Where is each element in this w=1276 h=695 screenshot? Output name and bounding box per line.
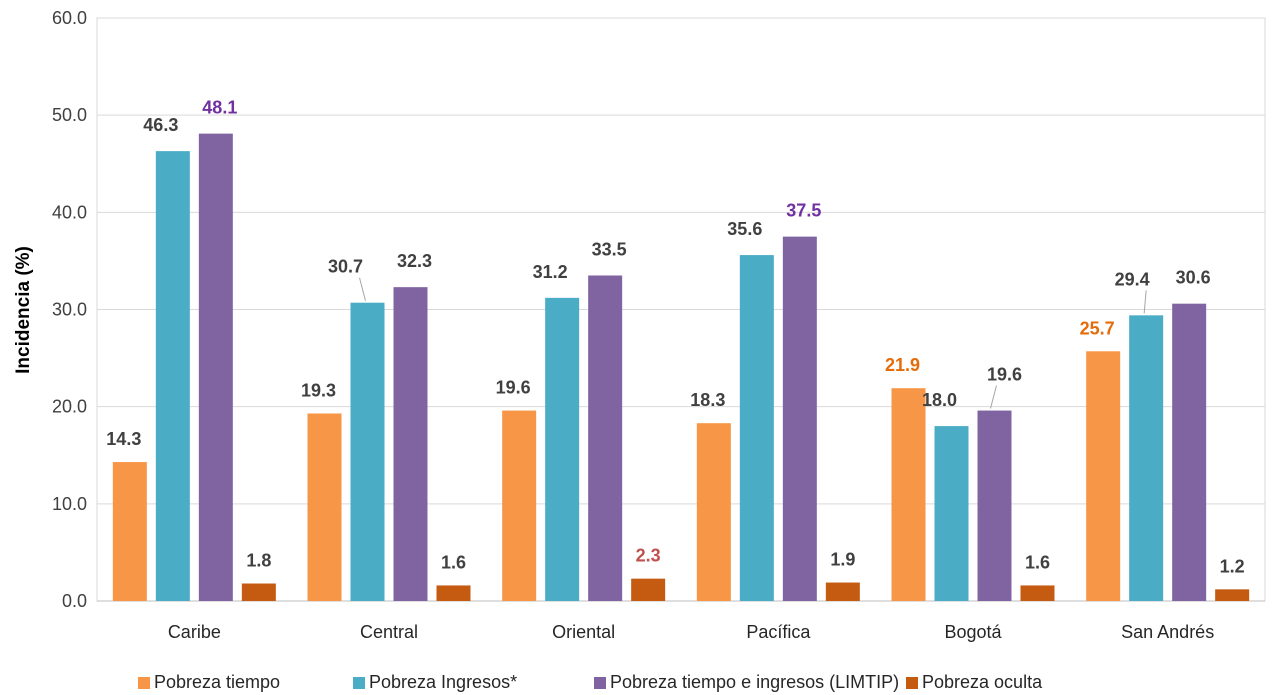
x-category-label: Caribe xyxy=(168,622,221,642)
data-label-1-4: 18.0 xyxy=(922,390,957,410)
bar-0-0 xyxy=(112,462,147,601)
bar-2-4 xyxy=(977,410,1012,601)
y-tick-label: 40.0 xyxy=(52,202,87,222)
data-label-0-3: 18.3 xyxy=(690,390,725,410)
legend-swatch xyxy=(138,677,150,689)
leader-lines xyxy=(359,277,1147,409)
data-label-1-2: 31.2 xyxy=(533,262,568,282)
x-category-label: Pacífica xyxy=(746,622,811,642)
bar-1-5 xyxy=(1129,315,1164,601)
data-label-1-0: 46.3 xyxy=(143,115,178,135)
data-label-2-3: 37.5 xyxy=(786,201,821,221)
bar-1-2 xyxy=(545,297,580,601)
data-label-3-0: 1.8 xyxy=(246,551,271,571)
data-label-3-3: 1.9 xyxy=(830,550,855,570)
data-label-2-2: 33.5 xyxy=(592,239,627,259)
data-label-2-5: 30.6 xyxy=(1176,268,1211,288)
legend-swatch xyxy=(594,677,606,689)
y-tick-label: 20.0 xyxy=(52,397,87,417)
data-label-1-3: 35.6 xyxy=(727,219,762,239)
bar-3-4 xyxy=(1020,585,1055,601)
x-category-label: Central xyxy=(360,622,418,642)
data-label-2-4: 19.6 xyxy=(987,365,1022,385)
leader-line xyxy=(359,277,366,301)
y-tick-label: 30.0 xyxy=(52,300,87,320)
bar-0-1 xyxy=(307,413,342,601)
data-label-3-1: 1.6 xyxy=(441,552,466,572)
bar-0-5 xyxy=(1086,351,1121,601)
y-tick-label: 60.0 xyxy=(52,8,87,28)
data-label-2-1: 32.3 xyxy=(397,251,432,271)
legend-swatch xyxy=(353,677,365,689)
legend-label: Pobreza tiempo e ingresos (LIMTIP) xyxy=(610,672,899,692)
y-tick-label: 0.0 xyxy=(62,591,87,611)
bar-2-2 xyxy=(588,275,623,601)
x-category-label: Oriental xyxy=(552,622,615,642)
data-label-1-1: 30.7 xyxy=(328,257,363,277)
bar-0-2 xyxy=(502,410,537,601)
bar-0-4 xyxy=(891,388,926,601)
x-category-label: San Andrés xyxy=(1121,622,1214,642)
bar-2-5 xyxy=(1172,303,1207,601)
bar-2-1 xyxy=(393,287,428,601)
bar-1-3 xyxy=(739,255,774,601)
legend-label: Pobreza Ingresos* xyxy=(369,672,517,692)
data-labels: 14.3 46.3 48.1 1.8 19.3 30.7 32.3 1.6 19.6 31.2 33… xyxy=(106,98,1244,577)
leader-line xyxy=(990,385,997,409)
y-axis-ticks: 0.0 10.0 20.0 30.0 40.0 50.0 60.0 xyxy=(52,8,87,611)
bar-1-1 xyxy=(350,302,385,601)
bar-2-3 xyxy=(782,236,817,601)
bar-3-3 xyxy=(825,582,860,601)
bar-1-4 xyxy=(934,426,969,601)
data-label-0-2: 19.6 xyxy=(496,378,531,398)
data-label-3-5: 1.2 xyxy=(1220,556,1245,576)
y-tick-label: 50.0 xyxy=(52,105,87,125)
bar-3-5 xyxy=(1215,589,1250,601)
data-label-1-5: 29.4 xyxy=(1115,269,1150,289)
bar-3-1 xyxy=(436,585,471,601)
legend-label: Pobreza oculta xyxy=(922,672,1043,692)
bar-3-2 xyxy=(631,578,666,601)
leader-line xyxy=(1143,290,1147,314)
data-label-0-1: 19.3 xyxy=(301,380,336,400)
bars xyxy=(112,133,1250,601)
data-label-0-0: 14.3 xyxy=(106,429,141,449)
bar-3-0 xyxy=(241,583,276,601)
gridlines xyxy=(97,17,1265,505)
bar-1-0 xyxy=(155,151,190,601)
legend-swatch xyxy=(906,677,918,689)
category-labels: Caribe Central Oriental Pacífica Bogotá San A… xyxy=(168,622,1214,642)
x-category-label: Bogotá xyxy=(944,622,1002,642)
data-label-2-0: 48.1 xyxy=(202,98,237,118)
legend: Pobreza tiempo Pobreza Ingresos* Pobreza t… xyxy=(138,672,1043,692)
y-tick-label: 10.0 xyxy=(52,494,87,514)
bar-0-3 xyxy=(696,423,731,601)
data-label-0-5: 25.7 xyxy=(1080,318,1115,338)
legend-label: Pobreza tiempo xyxy=(154,672,280,692)
bar-2-0 xyxy=(198,133,233,601)
y-axis-title: Incidencia (%) xyxy=(13,246,34,374)
data-label-0-4: 21.9 xyxy=(885,355,920,375)
data-label-3-4: 1.6 xyxy=(1025,552,1050,572)
data-label-3-2: 2.3 xyxy=(636,546,661,566)
